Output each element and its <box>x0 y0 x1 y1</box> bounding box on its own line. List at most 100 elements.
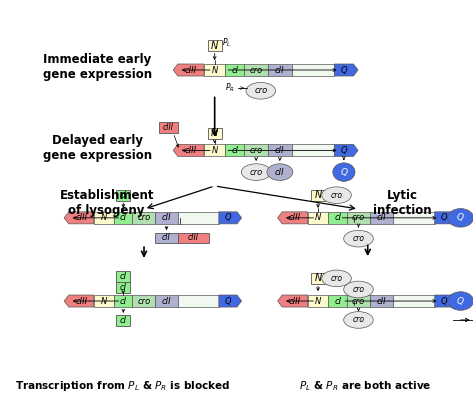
FancyBboxPatch shape <box>311 273 325 284</box>
Text: cII: cII <box>377 297 386 305</box>
Polygon shape <box>268 64 292 76</box>
Polygon shape <box>347 295 370 307</box>
Polygon shape <box>94 212 114 224</box>
Text: cI: cI <box>120 283 127 292</box>
Text: cro: cro <box>137 297 150 305</box>
Polygon shape <box>278 212 308 224</box>
Polygon shape <box>435 295 458 307</box>
Text: Transcription from $P_L$ & $P_R$ is blocked: Transcription from $P_L$ & $P_R$ is bloc… <box>15 379 230 393</box>
Text: cII: cII <box>275 146 285 155</box>
Ellipse shape <box>322 187 351 204</box>
Text: cIII: cIII <box>289 213 301 222</box>
Polygon shape <box>393 295 435 307</box>
Text: N: N <box>211 66 218 74</box>
Text: Q: Q <box>457 213 464 222</box>
Ellipse shape <box>344 230 373 247</box>
Polygon shape <box>204 64 225 76</box>
Text: cro: cro <box>249 168 263 177</box>
Text: cII: cII <box>162 233 171 242</box>
Text: cro: cro <box>352 213 365 222</box>
Ellipse shape <box>447 209 474 227</box>
Polygon shape <box>155 212 178 224</box>
Text: Establishment
of lysogeny: Establishment of lysogeny <box>59 189 154 217</box>
Polygon shape <box>178 212 219 224</box>
Polygon shape <box>64 212 94 224</box>
Text: cIII: cIII <box>185 66 197 74</box>
Text: Q: Q <box>225 213 231 222</box>
Polygon shape <box>435 212 458 224</box>
Polygon shape <box>94 295 114 307</box>
Polygon shape <box>173 144 204 156</box>
FancyBboxPatch shape <box>117 315 130 326</box>
Text: cro: cro <box>249 66 263 74</box>
Text: N: N <box>211 128 219 138</box>
Ellipse shape <box>241 164 271 181</box>
Polygon shape <box>178 295 219 307</box>
Text: cI: cI <box>120 297 127 305</box>
Text: cIII: cIII <box>75 297 87 305</box>
Polygon shape <box>64 295 94 307</box>
Text: Q: Q <box>457 297 464 305</box>
Polygon shape <box>292 64 334 76</box>
Polygon shape <box>278 295 308 307</box>
Text: N: N <box>101 297 107 305</box>
Text: Delayed early
gene expression: Delayed early gene expression <box>43 134 152 162</box>
FancyBboxPatch shape <box>311 190 325 201</box>
Text: N: N <box>101 213 107 222</box>
Text: Q: Q <box>225 297 231 305</box>
Text: N: N <box>314 273 322 284</box>
Text: cIII: cIII <box>75 213 87 222</box>
Polygon shape <box>308 295 328 307</box>
Text: cI: cI <box>120 191 127 200</box>
Ellipse shape <box>322 270 351 287</box>
Text: cI: cI <box>334 213 341 222</box>
Polygon shape <box>334 64 358 76</box>
Text: cIII: cIII <box>188 233 199 242</box>
Polygon shape <box>204 144 225 156</box>
Text: Q: Q <box>340 168 347 177</box>
FancyBboxPatch shape <box>117 282 130 293</box>
Polygon shape <box>132 212 155 224</box>
Text: cI: cI <box>120 272 127 281</box>
Polygon shape <box>393 212 435 224</box>
Text: cro: cro <box>254 86 267 95</box>
Polygon shape <box>347 212 370 224</box>
Polygon shape <box>225 144 244 156</box>
Text: cro: cro <box>249 146 263 155</box>
Polygon shape <box>173 64 204 76</box>
Text: cI: cI <box>120 213 127 222</box>
FancyBboxPatch shape <box>155 233 178 243</box>
Text: cro: cro <box>330 191 343 200</box>
Text: cII: cII <box>275 66 285 74</box>
Text: N: N <box>314 190 322 200</box>
Polygon shape <box>308 212 328 224</box>
Polygon shape <box>370 212 393 224</box>
Text: Q: Q <box>441 297 447 305</box>
Text: cI: cI <box>231 146 238 155</box>
Text: cIII: cIII <box>185 146 197 155</box>
Text: Immediate early
gene expression: Immediate early gene expression <box>43 53 152 81</box>
Polygon shape <box>114 295 132 307</box>
Text: cII: cII <box>162 297 171 305</box>
Text: cro: cro <box>353 315 365 325</box>
Text: N: N <box>315 297 321 305</box>
Text: $P_L$ & $P_R$ are both active: $P_L$ & $P_R$ are both active <box>299 379 432 393</box>
Polygon shape <box>114 212 132 224</box>
Ellipse shape <box>344 281 373 298</box>
Text: cII: cII <box>162 213 171 222</box>
Polygon shape <box>219 295 242 307</box>
Text: cII: cII <box>275 168 285 177</box>
Text: cI: cI <box>334 297 341 305</box>
Polygon shape <box>132 295 155 307</box>
Text: N: N <box>211 146 218 155</box>
Text: $P_L$: $P_L$ <box>222 37 231 49</box>
Polygon shape <box>328 212 347 224</box>
Text: $P_R$: $P_R$ <box>225 82 235 94</box>
Polygon shape <box>244 64 268 76</box>
Ellipse shape <box>267 164 293 181</box>
Polygon shape <box>225 64 244 76</box>
Text: N: N <box>315 213 321 222</box>
Polygon shape <box>219 212 242 224</box>
Polygon shape <box>155 295 178 307</box>
Text: cII: cII <box>377 213 386 222</box>
